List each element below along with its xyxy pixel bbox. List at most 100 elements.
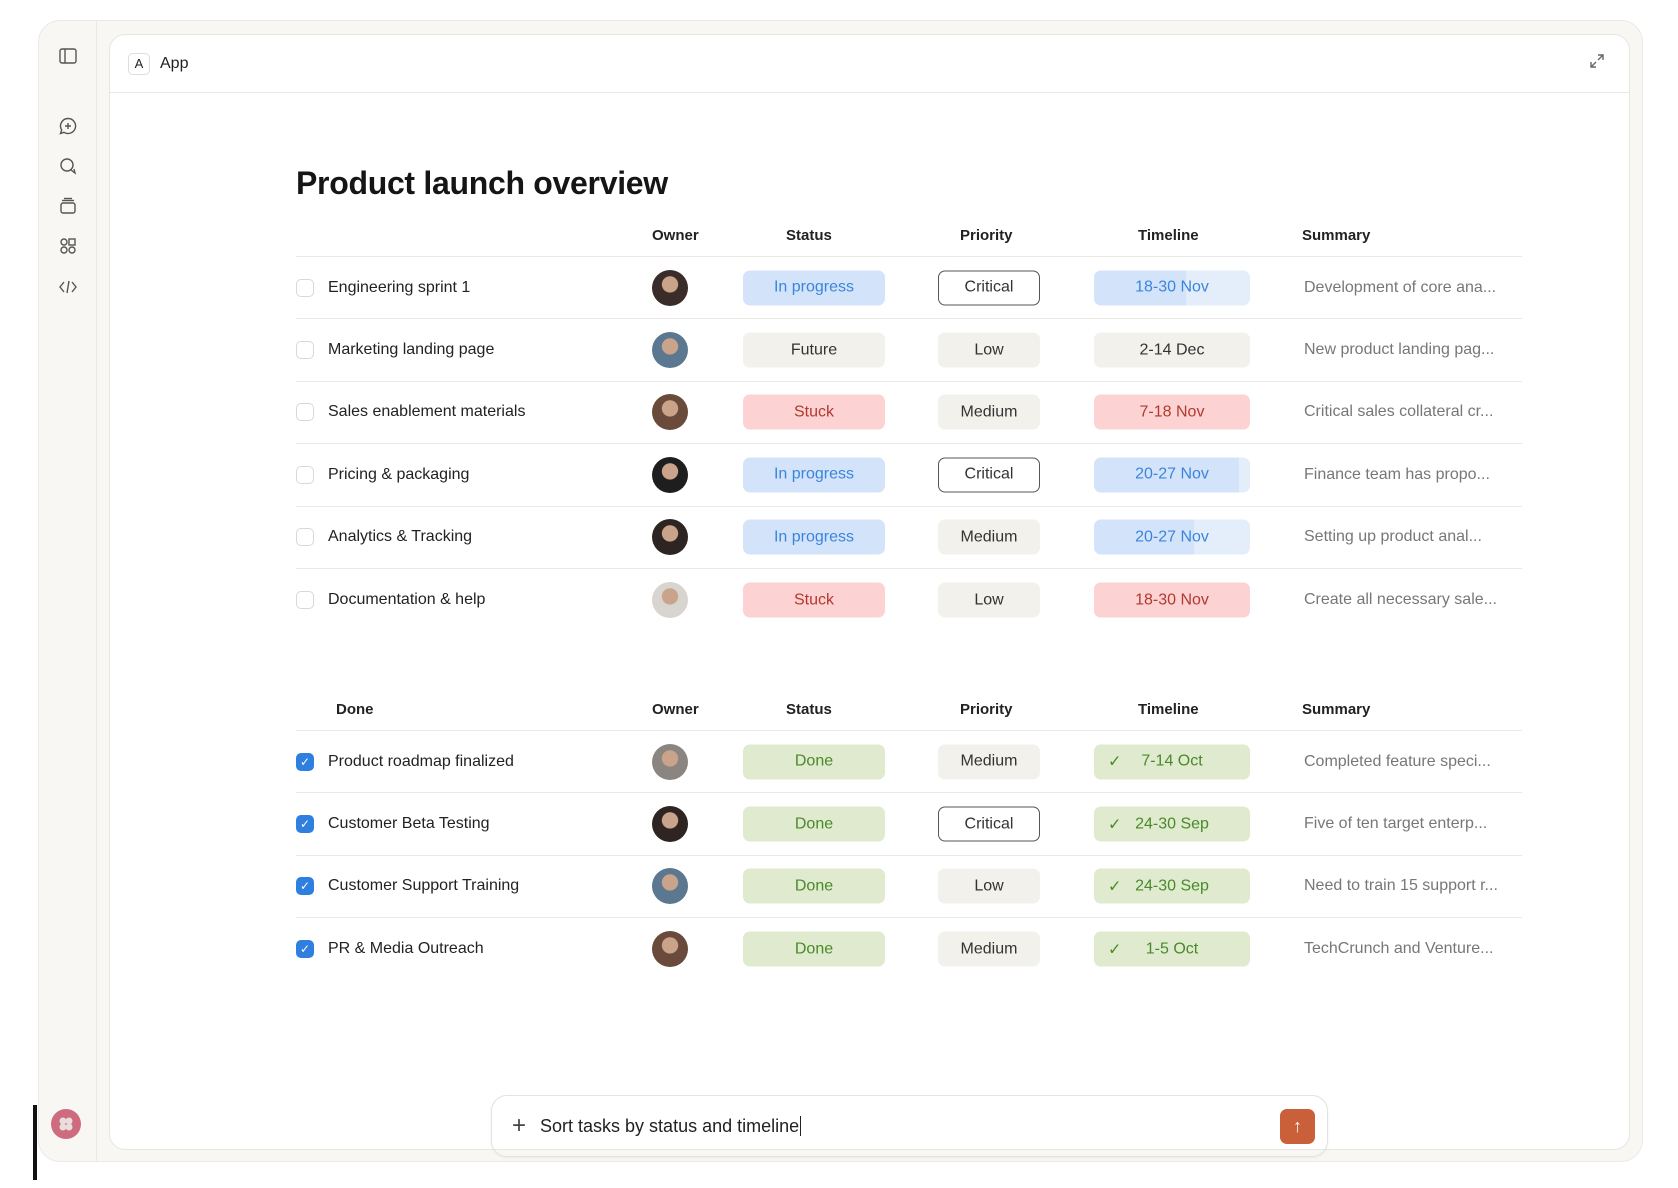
- timeline-progress-fill: [1094, 332, 1250, 368]
- task-name: Marketing landing page: [328, 341, 495, 359]
- apps-icon[interactable]: [58, 236, 78, 256]
- task-checkbox[interactable]: ✓: [296, 815, 314, 834]
- table-row[interactable]: ✓ Product roadmap finalized Done Medium …: [296, 731, 1522, 794]
- table-row[interactable]: ✓ Customer Beta Testing Done Critical ✓ …: [296, 793, 1522, 856]
- priority-badge[interactable]: Critical: [938, 270, 1040, 306]
- task-summary: Completed feature speci...: [1304, 752, 1491, 770]
- priority-badge[interactable]: Low: [938, 868, 1040, 904]
- projects-icon[interactable]: [58, 196, 78, 216]
- task-checkbox[interactable]: [296, 591, 314, 610]
- timeline-bar[interactable]: 7-18 Nov: [1094, 394, 1250, 430]
- prompt-input[interactable]: + Sort tasks by status and timeline ↑: [491, 1095, 1328, 1157]
- owner-avatar[interactable]: [652, 806, 688, 843]
- task-checkbox[interactable]: ✓: [296, 877, 314, 896]
- owner-avatar[interactable]: [652, 582, 688, 619]
- priority-badge[interactable]: Critical: [938, 457, 1040, 493]
- expand-icon[interactable]: [1589, 53, 1605, 74]
- timeline-bar[interactable]: ✓ 7-14 Oct: [1094, 744, 1250, 780]
- task-name: Documentation & help: [328, 591, 486, 609]
- table-row[interactable]: Marketing landing page Future Low 2-14 D…: [296, 319, 1522, 382]
- priority-badge[interactable]: Low: [938, 582, 1040, 618]
- task-checkbox[interactable]: ✓: [296, 752, 314, 771]
- priority-badge[interactable]: Critical: [938, 806, 1040, 842]
- timeline-bar[interactable]: 2-14 Dec: [1094, 332, 1250, 368]
- owner-avatar[interactable]: [652, 456, 688, 493]
- send-button[interactable]: ↑: [1280, 1109, 1315, 1144]
- task-summary: Critical sales collateral cr...: [1304, 403, 1494, 421]
- task-name: Customer Beta Testing: [328, 815, 490, 833]
- table-row[interactable]: ✓ PR & Media Outreach Done Medium ✓ 1-5 …: [296, 918, 1522, 980]
- owner-avatar[interactable]: [652, 931, 688, 968]
- table-row[interactable]: Analytics & Tracking In progress Medium …: [296, 507, 1522, 569]
- col-status: Status: [786, 227, 832, 244]
- status-badge[interactable]: Done: [743, 806, 885, 842]
- timeline-bar[interactable]: 18-30 Nov: [1094, 270, 1250, 306]
- owner-avatar[interactable]: [652, 269, 688, 306]
- timeline-bar[interactable]: 18-30 Nov: [1094, 582, 1250, 618]
- task-summary: Five of ten target enterp...: [1304, 815, 1488, 833]
- sidebar-toggle-icon[interactable]: [58, 46, 78, 66]
- task-checkbox[interactable]: [296, 528, 314, 547]
- owner-avatar[interactable]: [652, 332, 688, 369]
- table-row[interactable]: Documentation & help Stuck Low 18-30 Nov…: [296, 569, 1522, 631]
- task-checkbox[interactable]: ✓: [296, 940, 314, 959]
- table-row[interactable]: ✓ Customer Support Training Done Low ✓ 2…: [296, 856, 1522, 919]
- status-badge[interactable]: Stuck: [743, 582, 885, 618]
- owner-avatar[interactable]: [652, 743, 688, 780]
- status-label: Stuck: [793, 403, 834, 421]
- timeline-label: 18-30 Nov: [1135, 591, 1209, 609]
- status-badge[interactable]: In progress: [743, 270, 885, 306]
- timeline-bar[interactable]: ✓ 1-5 Oct: [1094, 931, 1250, 967]
- task-checkbox[interactable]: [296, 341, 314, 360]
- status-label: Future: [790, 341, 838, 359]
- new-chat-icon[interactable]: [58, 116, 78, 136]
- timeline-bar[interactable]: ✓ 24-30 Sep: [1094, 806, 1250, 842]
- col-priority: Priority: [960, 701, 1013, 718]
- owner-avatar[interactable]: [652, 868, 688, 905]
- priority-badge[interactable]: Medium: [938, 744, 1040, 780]
- task-checkbox[interactable]: [296, 278, 314, 297]
- code-icon[interactable]: [58, 277, 78, 297]
- table-row[interactable]: Pricing & packaging In progress Critical…: [296, 444, 1522, 507]
- status-label: In progress: [773, 278, 855, 296]
- status-badge[interactable]: Stuck: [743, 394, 885, 430]
- status-badge[interactable]: Done: [743, 931, 885, 967]
- status-badge[interactable]: In progress: [743, 457, 885, 493]
- timeline-bar[interactable]: 20-27 Nov: [1094, 519, 1250, 555]
- timeline-bar[interactable]: 20-27 Nov: [1094, 457, 1250, 493]
- status-badge[interactable]: Done: [743, 744, 885, 780]
- timeline-progress-fill: [1094, 868, 1250, 904]
- task-summary: Setting up product anal...: [1304, 528, 1482, 546]
- priority-badge[interactable]: Low: [938, 332, 1040, 368]
- owner-avatar[interactable]: [652, 519, 688, 556]
- task-checkbox[interactable]: [296, 403, 314, 422]
- task-summary: TechCrunch and Venture...: [1304, 940, 1494, 958]
- priority-label: Low: [974, 591, 1004, 609]
- timeline-progress-fill: [1094, 457, 1240, 493]
- col-summary: Summary: [1302, 701, 1371, 718]
- status-badge[interactable]: Future: [743, 332, 885, 368]
- status-badge[interactable]: Done: [743, 868, 885, 904]
- task-name: Sales enablement materials: [328, 403, 526, 421]
- priority-badge[interactable]: Medium: [938, 394, 1040, 430]
- status-badge[interactable]: In progress: [743, 519, 885, 555]
- timeline-progress-fill: [1094, 582, 1250, 618]
- check-icon: ✓: [299, 879, 311, 894]
- cursor-bar: [33, 1105, 37, 1180]
- chats-icon[interactable]: [58, 156, 78, 176]
- priority-label: Medium: [960, 940, 1018, 958]
- user-avatar[interactable]: [51, 1109, 81, 1139]
- table-row[interactable]: Engineering sprint 1 In progress Critica…: [296, 257, 1522, 320]
- add-attachment-icon[interactable]: +: [512, 1112, 527, 1139]
- timeline-label: 20-27 Nov: [1135, 465, 1209, 483]
- timeline-bar[interactable]: ✓ 24-30 Sep: [1094, 868, 1250, 904]
- task-summary: Development of core ana...: [1304, 278, 1497, 296]
- col-summary: Summary: [1302, 227, 1371, 244]
- priority-label: Critical: [964, 465, 1014, 483]
- priority-badge[interactable]: Medium: [938, 519, 1040, 555]
- task-checkbox[interactable]: [296, 465, 314, 484]
- owner-avatar[interactable]: [652, 394, 688, 431]
- task-name: Customer Support Training: [328, 877, 520, 895]
- table-row[interactable]: Sales enablement materials Stuck Medium …: [296, 382, 1522, 445]
- priority-badge[interactable]: Medium: [938, 931, 1040, 967]
